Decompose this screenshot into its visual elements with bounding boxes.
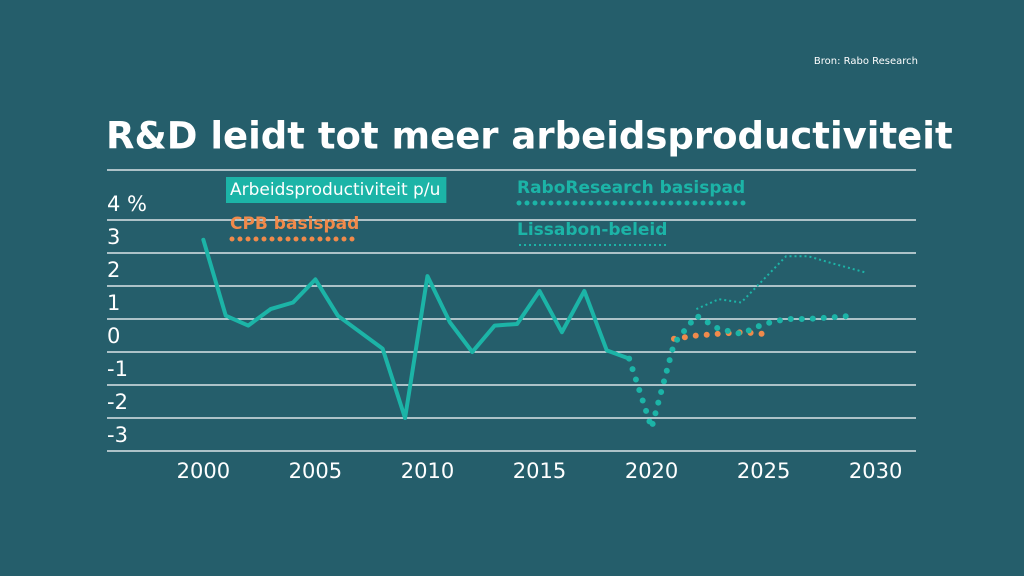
x-tick-label: 2010 [401,459,454,483]
chart-title: R&D leidt tot meer arbeidsproductiviteit [106,115,953,158]
series-line [626,311,857,439]
series-line [695,255,867,311]
x-tick-label: 2005 [289,459,342,483]
y-tick-label: -3 [107,423,128,447]
y-tick-label: 4 % [107,192,147,216]
x-tick-label: 2020 [625,459,678,483]
x-tick-label: 2025 [737,459,790,483]
x-tick-label: 2030 [849,459,902,483]
source: Bron: Rabo Research [814,56,918,67]
legend-label: Lissabon-beleid [517,220,667,240]
x-tick-label: 2015 [513,459,566,483]
y-tick-label: 1 [107,291,120,315]
y-tick-label: 3 [107,225,120,249]
legend-label: CPB basispad [230,214,359,234]
legend-label: RaboResearch basispad [517,178,745,198]
y-tick-label: -2 [107,390,128,414]
y-tick-label: 0 [107,324,120,348]
legend-swatch [226,177,447,203]
y-tick-label: 2 [107,258,120,282]
legend-label: Arbeidsproductiviteit p/u [230,180,440,200]
y-tick-label: -1 [107,357,128,381]
series-line [201,237,632,420]
x-tick-label: 2000 [177,459,230,483]
